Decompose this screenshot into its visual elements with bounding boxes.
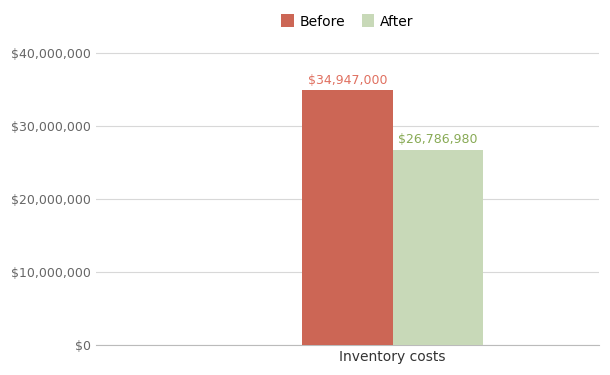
Text: $34,947,000: $34,947,000	[307, 74, 387, 87]
Legend: Before, After: Before, After	[276, 9, 419, 34]
Bar	[393, 150, 483, 345]
Bar	[302, 90, 393, 345]
Text: $26,786,980: $26,786,980	[398, 133, 478, 146]
